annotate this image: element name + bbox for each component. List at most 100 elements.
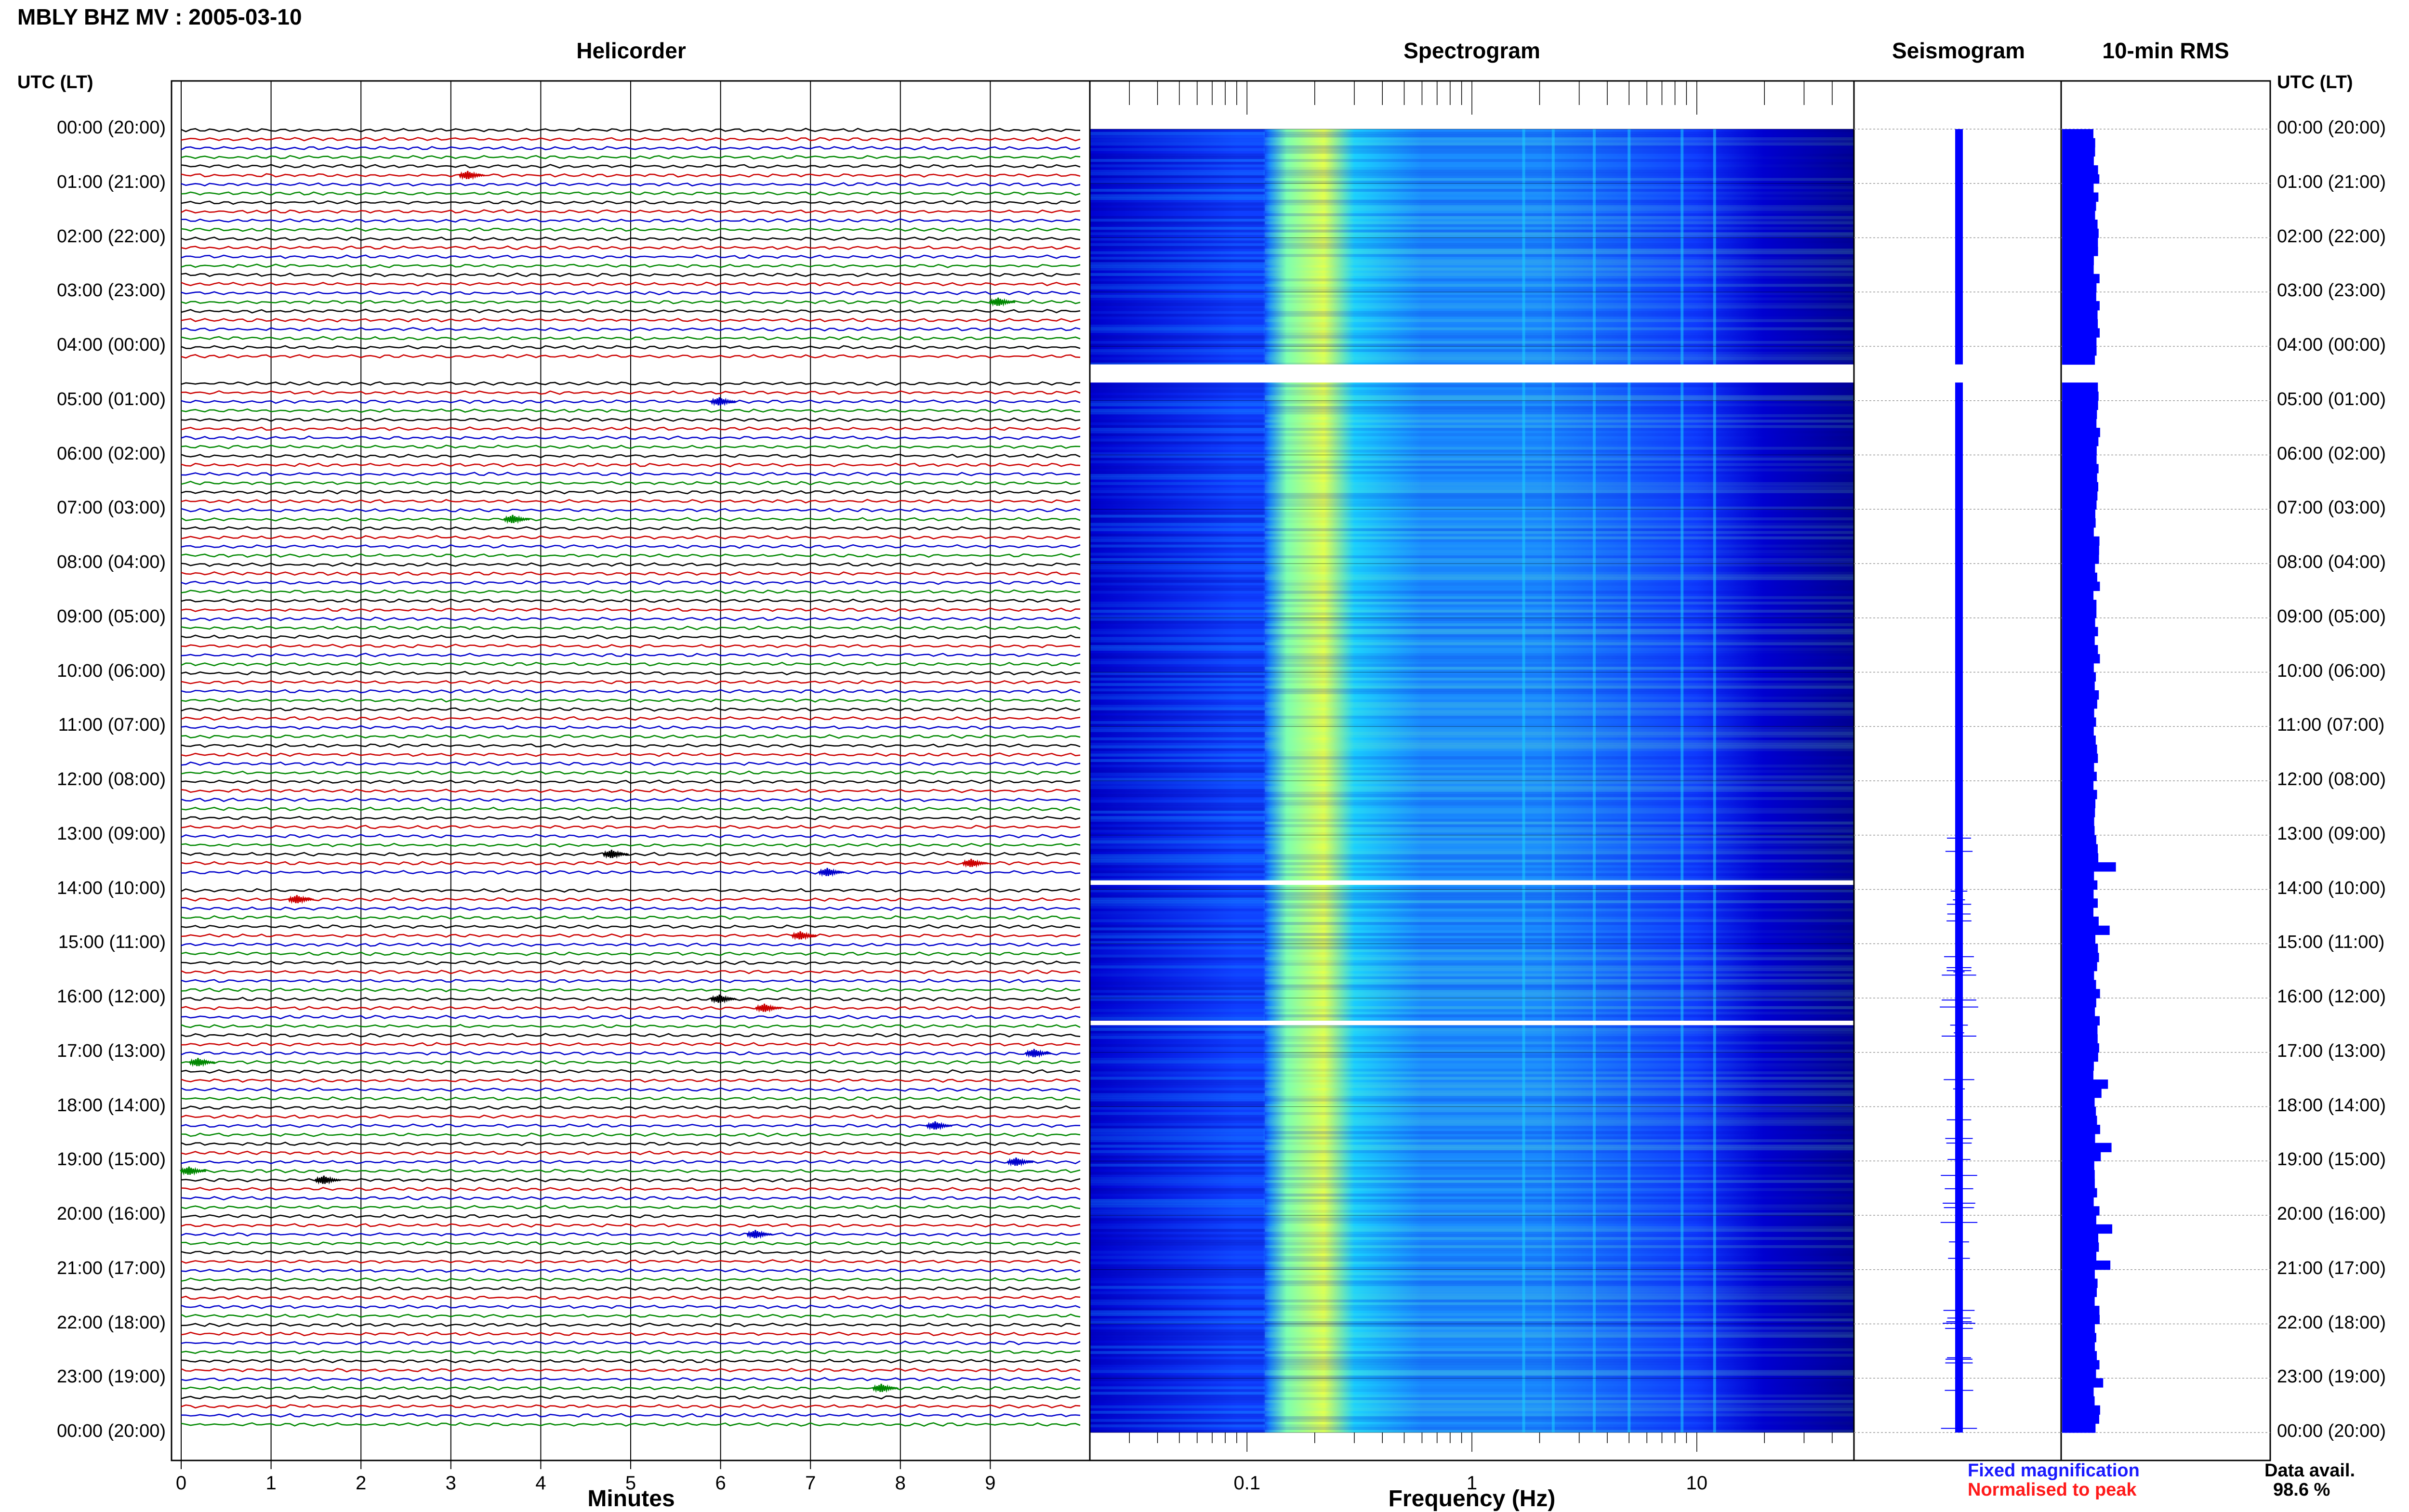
helicorder-trace [181,725,1081,730]
seismogram-trace [1955,129,1963,365]
spectrogram-row-texture [1090,669,1265,672]
rms-bar [2062,690,2099,700]
spectrogram-row-texture [1090,305,1265,309]
spectrogram-row-texture [1090,289,1265,292]
spectrogram-row-texture [1090,1345,1265,1349]
spectrogram-row-texture [1090,992,1265,996]
spectrogram-row-texture [1090,824,1265,828]
helicorder-trace [181,571,1081,576]
spectrogram-row-texture [1090,935,1265,939]
helicorder-trace [181,1150,1081,1156]
spectrogram-row-texture [1265,577,1854,580]
rms-bar [2062,763,2094,772]
spectrogram-row-texture [1090,699,1265,702]
spectrogram-row-texture [1090,661,1265,665]
rms-bar [2062,1333,2096,1342]
spectrogram-row-texture [1090,221,1265,224]
spectrogram-row-texture [1090,1305,1265,1308]
spectrogram-row-texture [1090,960,1265,963]
rms-bar [2062,1170,2095,1180]
spectrogram-row-texture [1265,485,1854,488]
rms-bar [2062,572,2097,582]
spectrogram-row-texture [1090,753,1265,757]
spectrogram-row-texture [1265,1052,1854,1055]
frequency-tick-label: 0.1 [1233,1473,1260,1494]
spectrogram-row-texture [1090,911,1265,914]
spectrogram-row-texture [1265,273,1854,276]
spectrogram-row-texture [1265,558,1854,561]
spectrogram-row-texture [1090,1302,1265,1305]
spectrogram-row-texture [1090,1386,1265,1390]
spectrogram-row-texture [1090,1199,1265,1202]
spectrogram-row-texture [1265,433,1854,436]
time-tick-label: 05:00 (01:00) [2277,389,2386,409]
spectrogram-row-texture [1090,1327,1265,1330]
spectrogram-row-texture [1265,914,1854,917]
spectrogram-row-texture [1090,1085,1265,1088]
rms-bar [2062,1043,2099,1053]
spectrogram-row-texture [1090,571,1265,575]
spectrogram-row-texture [1090,653,1265,657]
spectrogram-row-texture [1090,811,1265,814]
spectrogram-row-texture [1090,1169,1265,1172]
spectrogram-row-texture [1090,579,1265,583]
spectrogram-row-texture [1090,1370,1265,1373]
spectrogram-row-texture [1265,213,1854,216]
spectrogram-row-texture [1090,1421,1265,1425]
rms-bar [2062,274,2100,284]
rms-bar [2062,1360,2100,1370]
spectrogram-row-texture [1090,933,1265,936]
spectrogram-row-texture [1090,468,1265,472]
spectrogram-row-texture [1090,493,1265,496]
spectrogram-row-texture [1090,1071,1265,1075]
spectrogram-row-texture [1265,338,1854,342]
helicorder-trace [181,833,1081,839]
spectrogram-row-texture [1265,1310,1854,1313]
helicorder-trace [181,526,1081,531]
rms-bar [2062,564,2095,573]
spectrogram-row-texture [1265,322,1854,325]
spectrogram-row-texture [1090,473,1265,477]
time-tick-label: 16:00 (12:00) [56,986,166,1007]
rms-bar [2062,672,2096,682]
helicorder-trace [181,390,1081,395]
spectrogram-row-texture [1090,865,1265,868]
spectrogram-row-texture [1265,732,1854,735]
helicorder-trace [181,381,1081,386]
spectrogram-row-texture [1090,979,1265,982]
spectrogram-row-texture [1265,224,1854,227]
rms-bar [2062,337,2097,347]
spectrogram-row-texture [1090,1362,1265,1365]
seismogram-trace [1955,382,1963,1433]
helicorder-trace [181,155,1081,159]
spectrogram-row-texture [1090,852,1265,855]
spectrogram-row-texture [1265,658,1854,662]
spectrogram-row-texture [1265,585,1854,589]
spectrogram-row-texture [1265,1318,1854,1322]
time-tick-label: 22:00 (18:00) [56,1312,166,1333]
spectrogram-row-texture [1090,308,1265,312]
spectrogram-row-texture [1090,436,1265,439]
spectrogram-row-texture [1265,1259,1854,1262]
spectrogram-row-texture [1265,1118,1854,1121]
spectrogram-row-texture [1090,908,1265,912]
spectrogram-row-texture [1265,645,1854,648]
spectrogram-row-texture [1090,189,1265,192]
helicorder-trace [181,1286,1081,1291]
helicorder-trace [181,1241,1081,1246]
spectrogram-row-texture [1265,1370,1854,1373]
legend-fixed-magnification: Fixed magnification [1968,1460,2140,1481]
time-tick-label: 23:00 (19:00) [56,1367,166,1387]
helicorder-trace [181,906,1081,911]
spectrogram-row-texture [1090,463,1265,466]
spectrogram-row-texture [1090,593,1265,596]
helicorder-trace [181,888,1081,893]
spectrogram-row-texture [1265,1394,1854,1398]
helicorder-trace [181,553,1081,558]
helicorder-trace [181,417,1081,422]
spectrogram-row-texture [1090,1058,1265,1061]
spectrogram-row-texture [1265,1093,1854,1096]
spectrogram-row-texture [1090,1174,1265,1178]
spectrogram-row-texture [1090,618,1265,621]
spectrogram-row-texture [1265,476,1854,480]
